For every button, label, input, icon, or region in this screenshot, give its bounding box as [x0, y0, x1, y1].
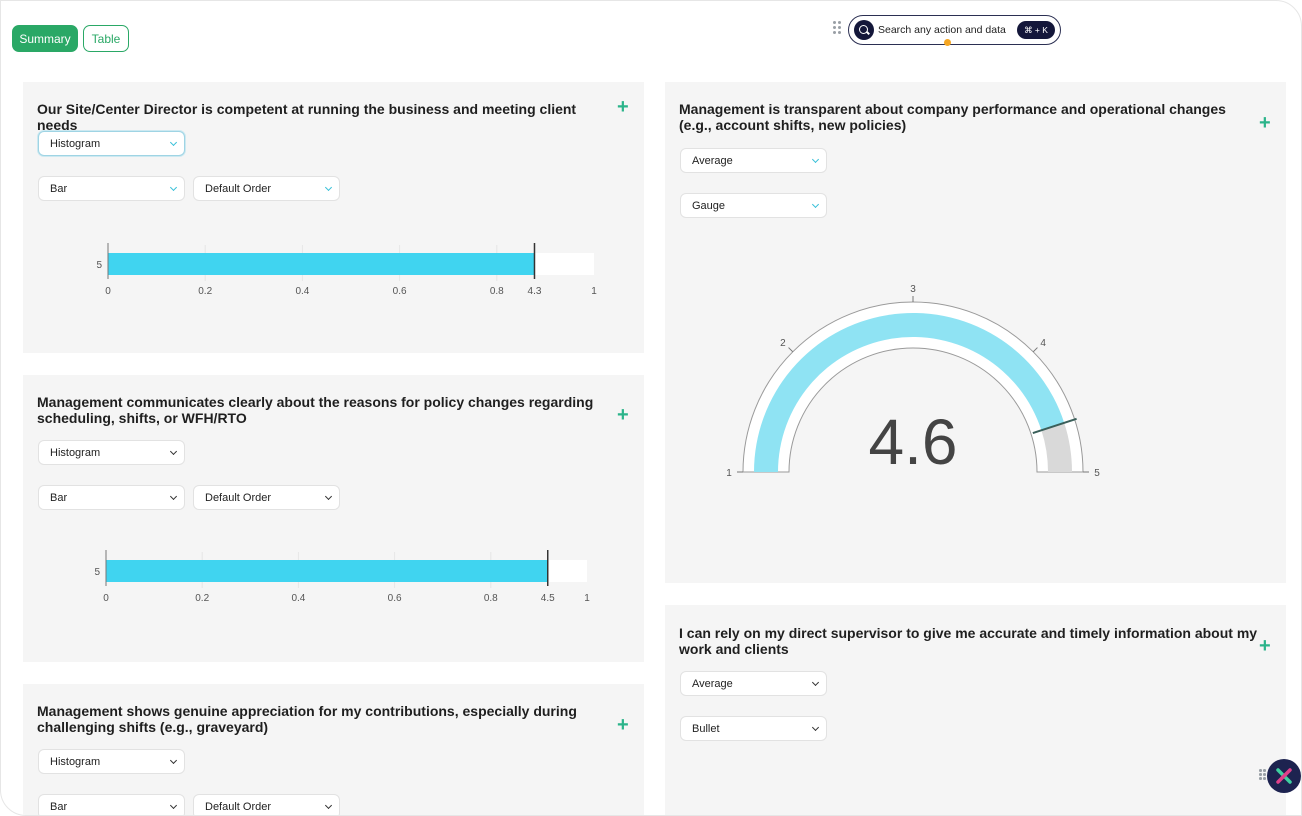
chart-type-select-value: Bar [50, 491, 68, 504]
question-card: I can rely on my direct supervisor to gi… [665, 605, 1286, 815]
x-tick-label: 1 [584, 593, 590, 604]
chart-type-select-value: Bullet [692, 722, 720, 735]
chevron-down-icon [324, 801, 333, 810]
view-select-value: Histogram [50, 755, 101, 768]
chevron-down-icon [169, 183, 178, 192]
chevron-down-icon [169, 801, 178, 810]
x-tick-label: 0.2 [198, 286, 212, 297]
view-select[interactable]: Average [680, 671, 827, 696]
bar-chart: 0 0.2 0.4 0.6 0.8 4.3 1 5 [96, 243, 597, 297]
add-icon[interactable]: + [617, 714, 629, 736]
x-tick-label: 0.8 [490, 286, 504, 297]
order-select[interactable]: Default Order [193, 794, 340, 815]
search-bar[interactable]: Search any action and data ⌘ + K [848, 15, 1061, 45]
y-category-label: 5 [96, 260, 102, 271]
order-select[interactable]: Default Order [193, 176, 340, 201]
chevron-down-icon [169, 756, 178, 765]
y-category-label: 5 [94, 567, 100, 578]
gauge-value-marker [1032, 417, 1077, 435]
gauge-tick [1032, 347, 1038, 353]
gauge-value-label: 4.6 [869, 406, 958, 478]
gauge-tick-label: 1 [726, 468, 732, 479]
gauge-remaining [1041, 422, 1072, 472]
view-select-value: Histogram [50, 137, 101, 150]
gauge-chart: 1 2 3 4 5 4.6 [726, 284, 1100, 479]
x-tick-label: 0 [105, 286, 111, 297]
notification-dot [944, 39, 951, 46]
question-card: Management shows genuine appreciation fo… [23, 684, 644, 815]
chevron-down-icon [811, 200, 820, 209]
order-select-value: Default Order [205, 182, 272, 195]
question-title: Management communicates clearly about th… [37, 394, 594, 426]
chevron-down-icon [811, 155, 820, 164]
chart-type-select[interactable]: Gauge [680, 193, 827, 218]
tab-table[interactable]: Table [83, 25, 129, 52]
question-card: Management communicates clearly about th… [23, 375, 644, 662]
question-title: Management is transparent about company … [679, 101, 1226, 133]
view-select-value: Average [692, 677, 733, 690]
view-select[interactable]: Histogram [38, 131, 185, 156]
chevron-down-icon [811, 723, 820, 732]
search-placeholder: Search any action and data [878, 24, 1006, 36]
x-tick-label: 0.2 [195, 593, 209, 604]
top-bar: Summary Table Search any action and data… [1, 1, 1301, 61]
view-select-value: Average [692, 154, 733, 167]
bar [106, 560, 548, 582]
x-logo-icon [1276, 768, 1292, 784]
add-icon[interactable]: + [1259, 635, 1271, 657]
chart-type-select-value: Gauge [692, 199, 726, 212]
chart-type-select[interactable]: Bar [38, 794, 185, 815]
x-tick-label: 1 [591, 286, 597, 297]
x-tick-label: 0.6 [388, 593, 402, 604]
bar [108, 253, 535, 275]
question-card: Management is transparent about company … [665, 82, 1286, 583]
tab-summary[interactable]: Summary [12, 25, 78, 52]
gauge-tick [788, 347, 794, 353]
search-icon [854, 20, 874, 40]
keyboard-shortcut-badge: ⌘ + K [1017, 21, 1055, 39]
view-select[interactable]: Average [680, 148, 827, 173]
chart-type-select[interactable]: Bullet [680, 716, 827, 741]
chevron-down-icon [811, 678, 820, 687]
gauge-tick-label: 5 [1094, 468, 1100, 479]
chart-type-select[interactable]: Bar [38, 485, 185, 510]
chevron-down-icon [169, 138, 178, 147]
chevron-down-icon [324, 183, 333, 192]
question-title: Management shows genuine appreciation fo… [37, 703, 577, 735]
gauge-tick-label: 2 [780, 338, 786, 349]
chevron-down-icon [169, 447, 178, 456]
add-icon[interactable]: + [1259, 112, 1271, 134]
bar-chart: 0 0.2 0.4 0.6 0.8 4.5 1 5 [94, 550, 590, 604]
drag-handle-icon[interactable] [1259, 769, 1267, 781]
assistant-button[interactable] [1267, 759, 1301, 793]
question-card: Our Site/Center Director is competent at… [23, 82, 644, 353]
x-tick-label: 0.4 [295, 286, 309, 297]
x-tick-label: 0.4 [291, 593, 305, 604]
question-title: I can rely on my direct supervisor to gi… [679, 625, 1258, 657]
x-tick-label: 4.5 [541, 593, 555, 604]
x-tick-label: 4.3 [528, 286, 542, 297]
chevron-down-icon [324, 492, 333, 501]
chart-type-select-value: Bar [50, 800, 68, 813]
order-select[interactable]: Default Order [193, 485, 340, 510]
add-icon[interactable]: + [617, 96, 629, 118]
view-select[interactable]: Histogram [38, 749, 185, 774]
x-tick-label: 0.8 [484, 593, 498, 604]
question-title: Our Site/Center Director is competent at… [37, 101, 577, 133]
view-select-value: Histogram [50, 446, 101, 459]
gauge-tick-label: 4 [1040, 338, 1046, 349]
x-tick-label: 0 [103, 593, 109, 604]
chart-type-select-value: Bar [50, 182, 68, 195]
chevron-down-icon [169, 492, 178, 501]
add-icon[interactable]: + [617, 404, 629, 426]
drag-handle-icon[interactable] [833, 21, 843, 37]
gauge-tick-label: 3 [910, 284, 916, 295]
order-select-value: Default Order [205, 800, 272, 813]
gauge-value-band [754, 313, 1065, 472]
x-tick-label: 0.6 [393, 286, 407, 297]
view-select[interactable]: Histogram [38, 440, 185, 465]
chart-type-select[interactable]: Bar [38, 176, 185, 201]
order-select-value: Default Order [205, 491, 272, 504]
